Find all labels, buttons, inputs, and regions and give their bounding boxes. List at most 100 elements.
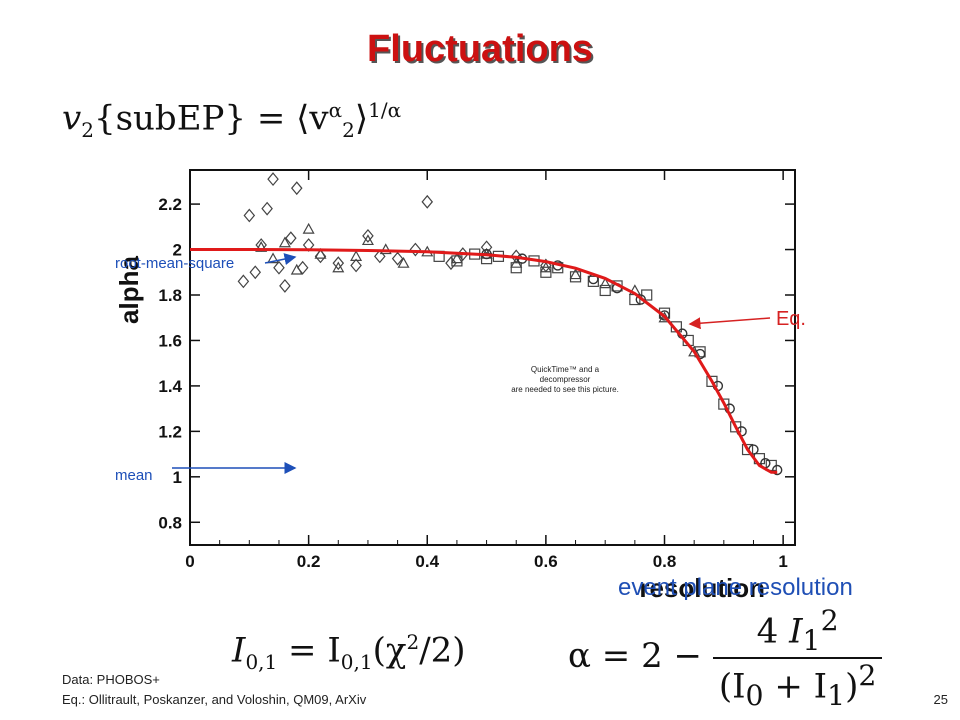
marker-diamond — [249, 265, 262, 280]
formula-right-den-close: ) — [845, 666, 859, 707]
formula-right-den-sub0: 0 — [745, 679, 764, 713]
y-tick-label: 1.8 — [158, 286, 182, 305]
marker-diamond — [243, 208, 256, 223]
formula-right-den-plus: + I — [763, 666, 828, 707]
slide-title: Fluctuations — [367, 28, 593, 70]
marker-triangle — [314, 247, 327, 259]
marker-triangle — [302, 222, 315, 234]
marker-square — [587, 275, 599, 287]
formula-left-tail: /2) — [419, 630, 466, 671]
footer-equation-source: Eq.: Ollitrault, Poskanzer, and Voloshin… — [62, 692, 367, 707]
mean-annotation: mean — [115, 467, 153, 484]
marker-diamond — [391, 251, 404, 266]
marker-triangle — [599, 277, 612, 289]
marker-triangle — [379, 243, 392, 255]
marker-diamond — [445, 256, 457, 271]
marker-triangle — [397, 256, 410, 268]
formula-top-sub2: 2 — [342, 118, 355, 143]
y-tick-label: 2 — [173, 241, 182, 260]
marker-triangle — [290, 263, 303, 275]
formula-right-fraction: 4 I12 (I0 + I1)2 — [712, 604, 883, 712]
formula-top-exp: 1/α — [368, 98, 402, 122]
x-tick-label: 0.8 — [653, 552, 677, 571]
formula-right-den: (I — [718, 666, 746, 707]
x-tick-label: 0.6 — [534, 552, 558, 571]
formula-bessel: I0,1 = I0,1(χ2/2) — [232, 630, 466, 674]
marker-diamond — [285, 231, 297, 246]
formula-right-num-sub: 1 — [802, 624, 821, 658]
plot-frame — [189, 169, 796, 546]
marker-circle — [659, 310, 670, 321]
marker-square — [599, 284, 611, 297]
formula-left-sub2: 0,1 — [340, 650, 373, 675]
formula-alpha: α = 2 − 4 I12 (I0 + I1)2 — [568, 604, 883, 712]
formula-right-denominator: (I0 + I1)2 — [713, 659, 883, 712]
marker-square — [569, 271, 582, 283]
x-tick-label: 1 — [778, 552, 787, 571]
alpha-vs-resolution-chart: 0 0.2 0.4 0.6 0.8 1 0.8 1 1.2 1.4 1.6 1.8 2 2.2 resolu… — [114, 169, 806, 600]
marker-diamond — [273, 260, 285, 275]
marker-diamond — [409, 242, 422, 257]
y-tick-label: 1 — [173, 468, 182, 487]
y-tick-label: 0.8 — [158, 513, 182, 532]
formula-top-rhs: = ⟨v — [256, 98, 329, 139]
formula-top-close: ⟩ — [354, 98, 369, 139]
marker-diamond — [290, 181, 303, 196]
marker-circle — [635, 294, 646, 305]
formula-right-num-coef: 4 — [756, 611, 779, 652]
formula-left-sup: 2 — [406, 630, 420, 654]
formula-top-sub1: 2 — [81, 118, 94, 143]
formula-left-mid: = I — [277, 630, 341, 671]
marker-triangle — [350, 250, 363, 261]
footer-data-source: Data: PHOBOS+ — [62, 672, 160, 687]
marker-triangle — [569, 268, 582, 280]
formula-left-i: I — [232, 630, 246, 671]
formula-right-num-sup: 2 — [820, 604, 839, 637]
marker-triangle — [278, 236, 291, 248]
marker-square — [540, 266, 552, 278]
x-tick-label: 0 — [185, 552, 194, 571]
formula-right-lhs: α = 2 − — [568, 636, 702, 677]
rms-annotation: root-mean-square — [115, 255, 234, 272]
quicktime-placeholder-text: are needed to see this picture. — [511, 385, 619, 394]
formula-top-v: v — [62, 98, 82, 139]
formula-top-brace: {subEP} — [93, 98, 247, 139]
marker-diamond — [296, 260, 309, 275]
formula-left-arg: (χ — [372, 630, 407, 671]
y-tick-label: 1.6 — [158, 331, 182, 350]
rms-arrow — [264, 253, 297, 265]
marker-diamond — [279, 278, 291, 293]
formula-right-numerator: 4 I12 — [712, 604, 883, 660]
marker-triangle — [255, 241, 268, 252]
y-tick-label: 1.4 — [158, 377, 182, 396]
y-tick-label: 1.2 — [158, 422, 182, 441]
marker-diamond — [261, 201, 273, 216]
quicktime-placeholder-text: decompressor — [540, 375, 591, 384]
formula-right-den-sub1: 1 — [827, 679, 846, 713]
marker-diamond — [350, 258, 362, 273]
marker-square — [741, 443, 754, 456]
marker-diamond — [374, 249, 386, 264]
marker-diamond — [332, 256, 345, 271]
y-axis-label: alpha — [114, 256, 144, 324]
formula-top-sup: α — [328, 98, 343, 122]
x-tick-label: 0.2 — [297, 552, 321, 571]
marker-triangle — [450, 252, 463, 264]
marker-square — [510, 262, 522, 274]
formula-top: v2{subEP} = ⟨vα2⟩1/α — [62, 98, 401, 142]
quicktime-placeholder-text: QuickTime™ and a — [531, 365, 600, 374]
marker-diamond — [267, 172, 279, 187]
formula-right-den-sup: 2 — [858, 659, 877, 693]
eq-annotation: Eq. — [776, 308, 806, 330]
eq-arrow — [688, 317, 771, 330]
marker-triangle — [361, 234, 374, 246]
marker-diamond — [421, 194, 434, 209]
marker-diamond — [237, 274, 250, 289]
marker-circle — [772, 464, 783, 476]
x-tick-label: 0.4 — [415, 552, 439, 571]
formula-right-num-var: I — [789, 611, 803, 652]
formula-left-sub: 0,1 — [245, 650, 278, 675]
marker-diamond — [362, 228, 374, 243]
event-plane-resolution-label: event plane resolution — [618, 574, 853, 601]
marker-triangle — [332, 261, 345, 273]
